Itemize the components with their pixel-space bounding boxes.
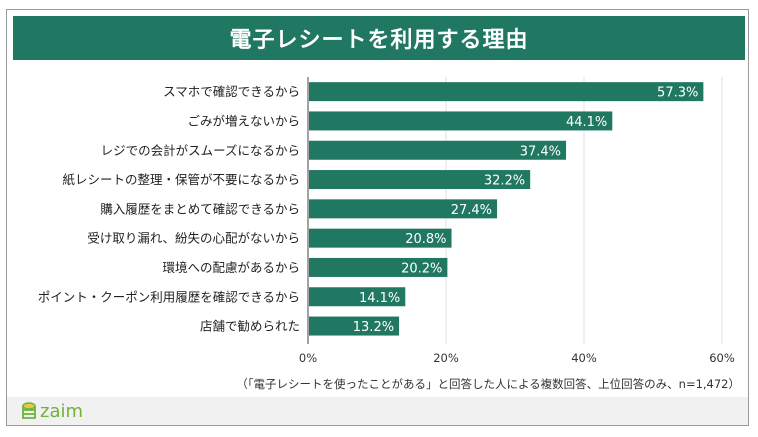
x-tick-label: 20%: [433, 351, 459, 365]
category-label: 紙レシートの整理・保管が不要になるから: [62, 172, 300, 187]
bar: [309, 170, 531, 190]
bar: [309, 111, 613, 131]
value-label: 14.1%: [359, 291, 400, 306]
chart-note: （「電子レシートを使ったことがある」と回答した人による複数回答、上位回答のみ、n…: [236, 377, 740, 391]
bar: [309, 316, 400, 336]
bar: [309, 199, 498, 219]
category-label: スマホで確認できるから: [163, 84, 300, 99]
footer: zaim: [7, 397, 748, 425]
bar: [309, 228, 452, 248]
category-label: 環境への配慮があるから: [162, 260, 300, 275]
x-tick-label: 40%: [571, 351, 597, 365]
category-label: 購入履歴をまとめて確認できるから: [100, 201, 300, 216]
value-label: 57.3%: [657, 86, 698, 101]
value-label: 44.1%: [566, 115, 607, 130]
value-label: 27.4%: [451, 203, 492, 218]
value-label: 20.2%: [401, 261, 442, 276]
value-label: 20.8%: [405, 232, 446, 247]
category-label: 受け取り漏れ、紛失の心配がないから: [87, 231, 300, 246]
coin-stack-icon: [22, 402, 36, 419]
x-tick-label: 0%: [299, 351, 317, 365]
x-tick-label: 60%: [709, 351, 735, 365]
bar: [309, 287, 406, 307]
bar: [309, 140, 567, 160]
value-label: 13.2%: [353, 320, 394, 335]
value-label: 32.2%: [484, 174, 525, 189]
category-label: ごみが増えないから: [187, 113, 300, 128]
zaim-logo: zaim: [21, 401, 83, 422]
bar: [309, 257, 448, 277]
value-label: 37.4%: [520, 144, 561, 159]
category-label: ポイント・クーポン利用履歴を確認できるから: [38, 289, 300, 304]
bar: [309, 82, 704, 102]
chart-title: 電子レシートを利用する理由: [13, 16, 745, 60]
category-label: レジでの会計がスムーズになるから: [101, 143, 300, 158]
category-label: 店舗で勧められた: [200, 319, 300, 334]
brand-name: zaim: [40, 400, 84, 422]
